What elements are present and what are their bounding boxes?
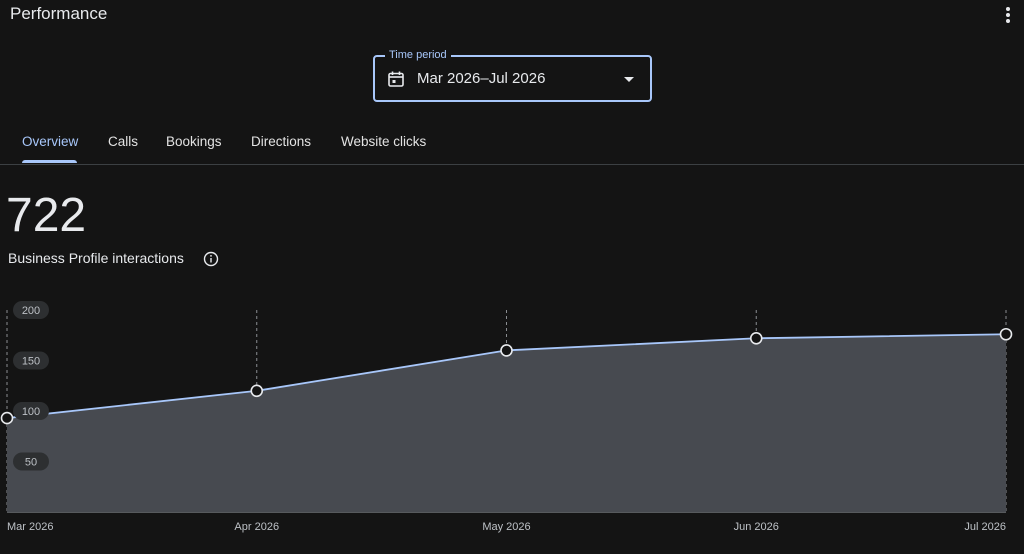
x-tick-label: Apr 2026 [234,521,279,533]
page-title: Performance [10,4,108,23]
active-tab-indicator [22,160,77,163]
y-tick-label: 150 [13,351,49,370]
tab-website-clicks[interactable]: Website clicks [341,134,427,149]
tab-bar: Overview Calls Bookings Directions Websi… [0,122,1024,165]
data-point[interactable] [749,331,763,345]
x-tick-label: Mar 2026 [7,521,53,533]
more-vert-icon[interactable] [1002,5,1014,25]
x-tick-label: Jun 2026 [734,521,779,533]
svg-text:150: 150 [22,356,40,368]
time-period-value: Mar 2026–Jul 2026 [417,70,546,87]
chart-area-fill [7,334,1006,512]
interactions-label: Business Profile interactions [8,250,184,266]
data-point[interactable] [0,411,14,425]
time-period-select[interactable]: Time period Mar 2026–Jul 2026 [373,48,652,102]
svg-text:100: 100 [22,406,40,418]
y-tick-label: 100 [13,402,49,420]
tab-calls[interactable]: Calls [108,134,139,149]
svg-text:200: 200 [22,305,40,317]
dropdown-arrow-icon [624,77,634,82]
y-tick-label: 200 [13,301,49,319]
svg-text:50: 50 [25,457,37,469]
y-tick-label: 50 [13,452,49,471]
calendar-icon [388,71,404,87]
info-icon[interactable] [203,251,219,267]
time-period-label: Time period [385,48,451,62]
x-tick-label: May 2026 [482,521,530,533]
tab-overview[interactable]: Overview [22,134,79,149]
data-point[interactable] [500,344,513,357]
x-tick-label: Jul 2026 [964,521,1006,533]
data-point[interactable] [999,327,1013,341]
data-point[interactable] [250,384,264,398]
tab-directions[interactable]: Directions [251,134,312,149]
interactions-total: 722 [6,189,87,242]
tab-bookings[interactable]: Bookings [166,134,222,149]
